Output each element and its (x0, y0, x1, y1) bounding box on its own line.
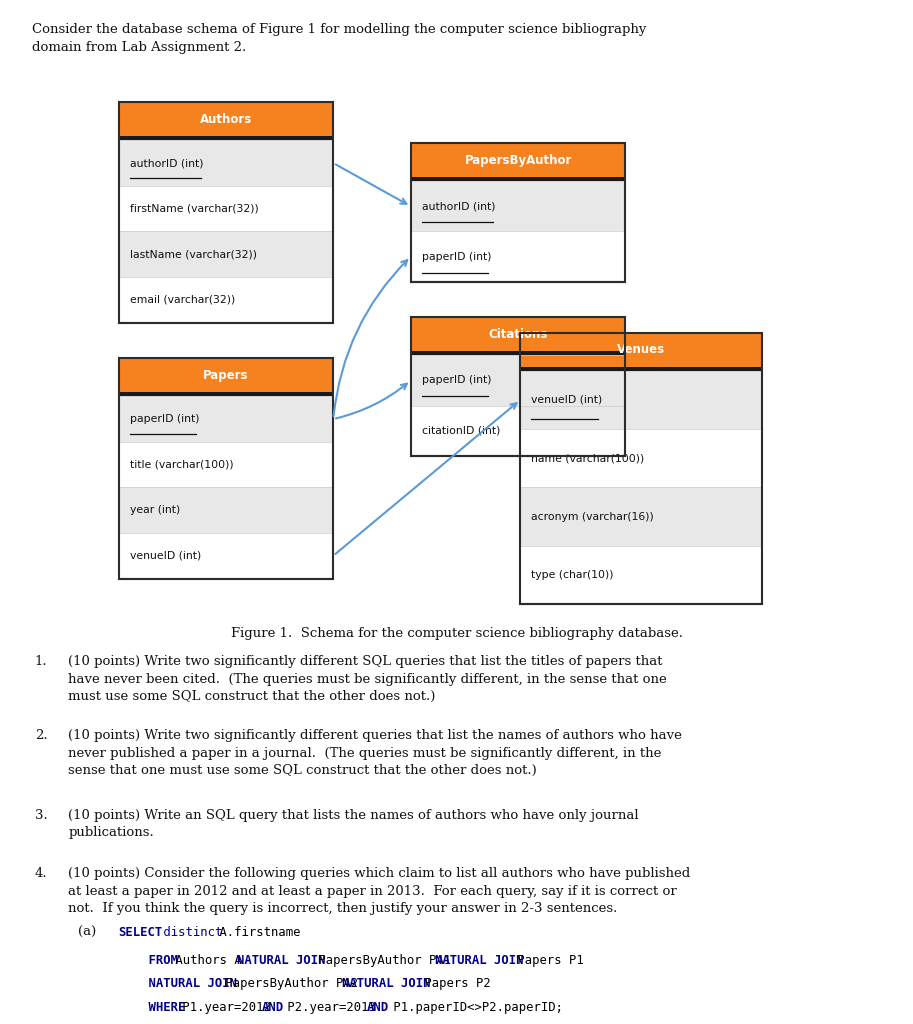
Text: paperID (int): paperID (int) (130, 414, 199, 424)
Text: Figure 1.  Schema for the computer science bibliography database.: Figure 1. Schema for the computer scienc… (230, 627, 683, 640)
FancyBboxPatch shape (411, 317, 625, 351)
FancyBboxPatch shape (119, 358, 333, 392)
Text: email (varchar(32)): email (varchar(32)) (130, 295, 235, 305)
Text: Papers P1: Papers P1 (509, 954, 583, 968)
Text: AND: AND (367, 1001, 389, 1015)
FancyBboxPatch shape (411, 231, 625, 282)
FancyBboxPatch shape (119, 276, 333, 323)
Text: domain from Lab Assignment 2.: domain from Lab Assignment 2. (32, 41, 247, 54)
Text: P1.year=2012: P1.year=2012 (174, 1001, 278, 1015)
Text: PapersByAuthor PA1: PapersByAuthor PA1 (311, 954, 458, 968)
Text: (10 points) Write two significantly different SQL queries that list the titles o: (10 points) Write two significantly diff… (68, 655, 667, 703)
Text: venueID (int): venueID (int) (531, 395, 603, 404)
Text: FROM: FROM (119, 954, 178, 968)
FancyBboxPatch shape (411, 181, 625, 231)
Text: paperID (int): paperID (int) (422, 252, 491, 261)
Text: Authors: Authors (200, 113, 252, 126)
Text: Papers: Papers (204, 369, 248, 382)
Text: (10 points) Write two significantly different queries that list the names of aut: (10 points) Write two significantly diff… (68, 729, 682, 777)
Text: name (varchar(100)): name (varchar(100)) (531, 454, 645, 463)
FancyBboxPatch shape (411, 406, 625, 456)
Text: type (char(10)): type (char(10)) (531, 570, 614, 580)
Text: AND: AND (261, 1001, 284, 1015)
Text: Papers P2: Papers P2 (416, 977, 490, 990)
FancyBboxPatch shape (520, 367, 762, 371)
FancyBboxPatch shape (119, 140, 333, 186)
Text: acronym (varchar(16)): acronym (varchar(16)) (531, 512, 654, 521)
Text: Venues: Venues (617, 343, 666, 356)
FancyBboxPatch shape (119, 532, 333, 579)
Text: authorID (int): authorID (int) (130, 158, 204, 168)
Text: Authors A: Authors A (168, 954, 249, 968)
Text: NATURAL JOIN: NATURAL JOIN (342, 977, 431, 990)
Text: NATURAL JOIN: NATURAL JOIN (436, 954, 524, 968)
Text: A.firstname: A.firstname (212, 926, 300, 939)
Text: citationID (int): citationID (int) (422, 426, 500, 435)
Text: 1.: 1. (35, 655, 47, 669)
Text: Citations: Citations (488, 328, 548, 341)
Text: 2.: 2. (35, 729, 47, 742)
FancyBboxPatch shape (520, 371, 762, 429)
Text: authorID (int): authorID (int) (422, 202, 496, 211)
FancyBboxPatch shape (119, 186, 333, 231)
Text: WHERE: WHERE (119, 1001, 185, 1015)
Text: (10 points) Write an SQL query that lists the names of authors who have only jou: (10 points) Write an SQL query that list… (68, 809, 639, 840)
Text: P1.paperID<>P2.paperID;: P1.paperID<>P2.paperID; (385, 1001, 562, 1015)
Text: 4.: 4. (35, 867, 47, 881)
Text: PapersByAuthor PA2: PapersByAuthor PA2 (218, 977, 365, 990)
Text: 3.: 3. (35, 809, 47, 822)
Text: (a): (a) (78, 926, 96, 939)
FancyBboxPatch shape (119, 136, 333, 140)
Text: Consider the database schema of Figure 1 for modelling the computer science bibl: Consider the database schema of Figure 1… (32, 23, 646, 36)
Text: paperID (int): paperID (int) (422, 376, 491, 385)
FancyBboxPatch shape (520, 333, 762, 367)
FancyBboxPatch shape (520, 487, 762, 546)
FancyBboxPatch shape (411, 351, 625, 355)
FancyBboxPatch shape (119, 231, 333, 276)
Text: distinct: distinct (156, 926, 222, 939)
Text: firstName (varchar(32)): firstName (varchar(32)) (130, 204, 258, 214)
FancyBboxPatch shape (119, 396, 333, 442)
Text: venueID (int): venueID (int) (130, 551, 201, 561)
FancyBboxPatch shape (411, 143, 625, 177)
Text: P2.year=2013: P2.year=2013 (280, 1001, 383, 1015)
Text: SELECT: SELECT (119, 926, 163, 939)
Text: lastName (varchar(32)): lastName (varchar(32)) (130, 249, 257, 259)
FancyBboxPatch shape (119, 487, 333, 532)
Text: PapersByAuthor: PapersByAuthor (465, 154, 572, 167)
FancyBboxPatch shape (119, 102, 333, 136)
FancyBboxPatch shape (520, 429, 762, 487)
FancyBboxPatch shape (411, 355, 625, 406)
FancyBboxPatch shape (119, 392, 333, 396)
FancyBboxPatch shape (520, 546, 762, 604)
Text: NATURAL JOIN: NATURAL JOIN (119, 977, 236, 990)
FancyBboxPatch shape (411, 177, 625, 181)
Text: NATURAL JOIN: NATURAL JOIN (236, 954, 325, 968)
Text: year (int): year (int) (130, 505, 180, 515)
Text: title (varchar(100)): title (varchar(100)) (130, 460, 233, 470)
FancyBboxPatch shape (119, 442, 333, 487)
Text: (10 points) Consider the following queries which claim to list all authors who h: (10 points) Consider the following queri… (68, 867, 691, 915)
